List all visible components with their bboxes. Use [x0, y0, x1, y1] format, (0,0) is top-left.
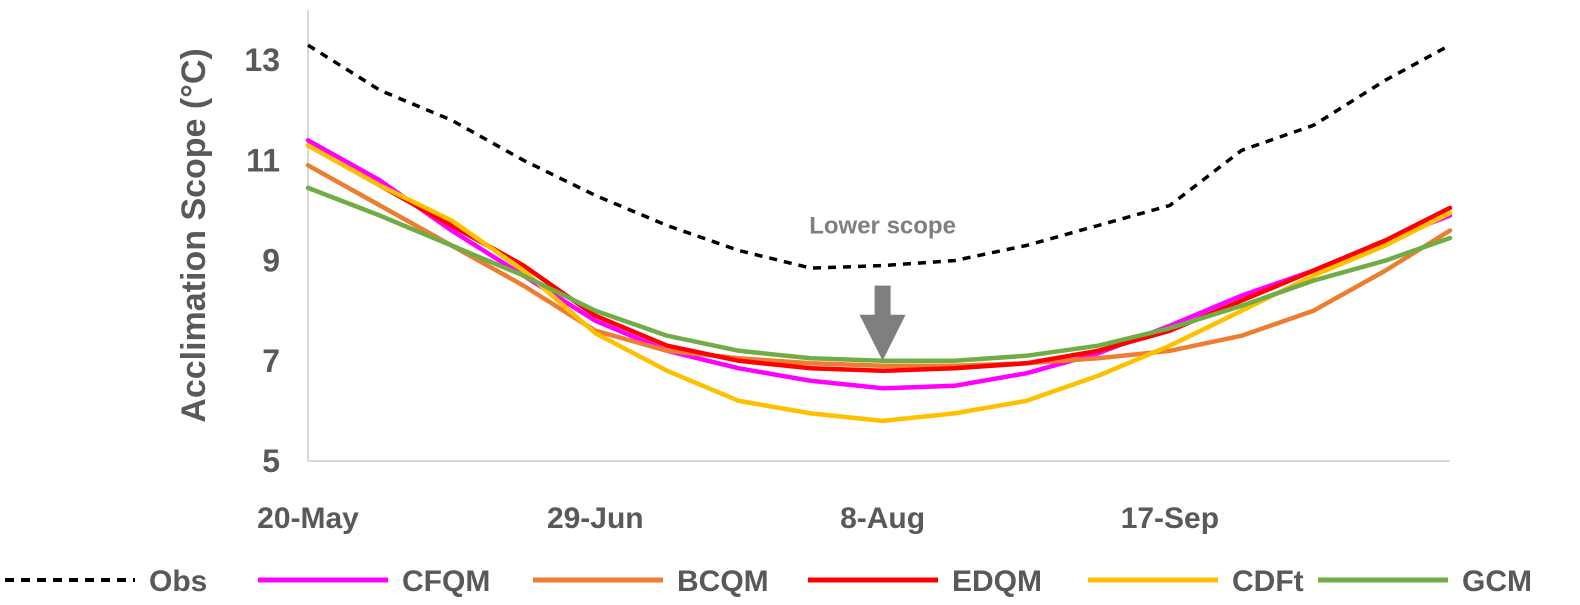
series-line-obs [307, 43, 1451, 270]
legend-label-bcqm: BCQM [677, 565, 769, 598]
legend-label-gcm: GCM [1462, 565, 1532, 598]
y-tick-label: 7 [262, 343, 280, 379]
x-tick-label: 20-May [257, 502, 359, 535]
y-axis-title: Acclimation Scope (°C) [175, 48, 213, 422]
x-tick-label: 17-Sep [1121, 502, 1219, 535]
y-tick-label: 11 [246, 142, 280, 178]
plot-area [305, 43, 1453, 424]
x-tick-label: 29-Jun [547, 502, 644, 535]
chart-axes: 5 7 9 11 13 20-May 29-Jun 8-Aug 17-Sep Acclimatio… [175, 10, 1450, 535]
annotation: Lower scope [809, 213, 956, 361]
legend: Obs CFQM BCQM EDQM CDFt GCM [5, 565, 1532, 598]
legend-label-cfqm: CFQM [402, 565, 490, 598]
x-tick-label: 8-Aug [840, 502, 925, 535]
annotation-label: Lower scope [809, 213, 956, 240]
series-line-bcqm [305, 163, 1453, 369]
series-line-cfqm [305, 138, 1453, 391]
legend-label-obs: Obs [149, 565, 207, 598]
y-tick-label: 5 [262, 443, 280, 479]
y-tick-label: 13 [244, 42, 280, 78]
legend-label-cdft: CDFt [1232, 565, 1304, 598]
y-tick-label: 9 [262, 243, 280, 279]
legend-label-edqm: EDQM [952, 565, 1042, 598]
down-arrow-icon [859, 285, 906, 361]
